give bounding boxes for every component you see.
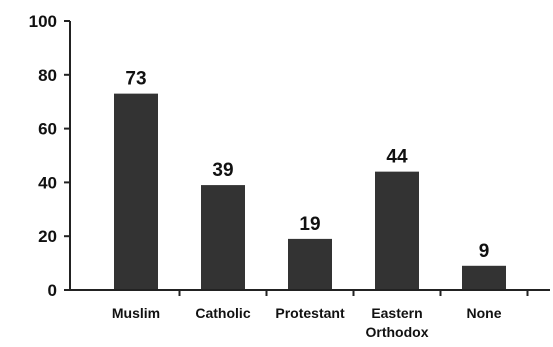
x-tick-label-line: None xyxy=(467,305,502,321)
y-tick-label: 20 xyxy=(38,227,57,246)
bar xyxy=(462,265,506,290)
x-tick-label-line: Muslim xyxy=(112,305,160,321)
bar xyxy=(375,171,419,290)
y-tick-label: 40 xyxy=(38,173,57,192)
x-tick-label-line: Orthodox xyxy=(366,324,429,340)
y-axis: 0 20 40 60 80 100 xyxy=(29,12,71,300)
data-label: 19 xyxy=(299,214,320,235)
x-tick-label: Catholic xyxy=(195,305,250,321)
bar xyxy=(288,238,332,290)
x-tick-label: Eastern Orthodox xyxy=(366,305,429,340)
x-tick-label-line: Catholic xyxy=(195,305,250,321)
y-tick-label: 60 xyxy=(38,120,57,139)
y-tick-label: 0 xyxy=(48,281,57,300)
y-tick-label: 100 xyxy=(29,12,57,31)
data-label: 9 xyxy=(479,241,490,262)
data-label: 39 xyxy=(212,160,233,181)
x-tick-label-line: Eastern xyxy=(371,305,422,321)
y-tick-label: 80 xyxy=(38,66,57,85)
x-tick-label: None xyxy=(467,305,502,321)
bar xyxy=(201,185,245,290)
x-tick-label: Muslim xyxy=(112,305,160,321)
data-label: 44 xyxy=(386,147,408,168)
data-label: 73 xyxy=(125,69,146,90)
bars: 73 39 19 44 9 xyxy=(114,69,506,290)
bar xyxy=(114,93,158,290)
x-tick-label: Protestant xyxy=(275,305,345,321)
x-axis: Muslim Catholic Protestant Eastern Orthodox N… xyxy=(70,289,550,340)
x-tick-label-line: Protestant xyxy=(275,305,345,321)
